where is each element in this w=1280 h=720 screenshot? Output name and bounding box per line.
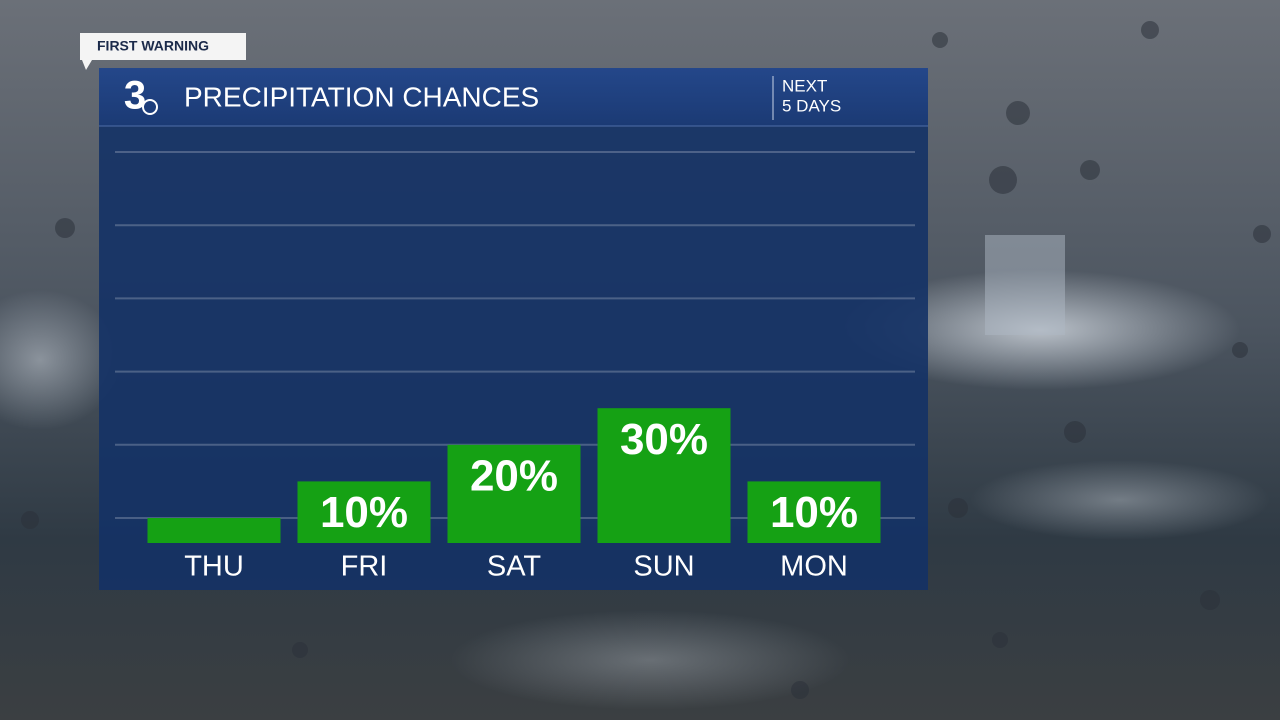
subtitle-line: 5 DAYS [782,96,841,115]
x-tick-label: MON [780,551,848,583]
value-label: 20% [470,451,558,500]
x-tick-label: SAT [487,551,542,583]
bar [597,408,731,543]
bar [297,481,431,543]
rain-drops [21,21,1271,699]
badge-text: FIRST WARNING [97,38,209,54]
logo-eye [142,99,158,115]
value-label: 10% [770,488,858,537]
bar [447,444,581,543]
city-lights [0,235,1270,710]
bar [147,518,281,543]
bar [747,481,881,543]
title: PRECIPITATION CHANCES [184,81,539,112]
x-tick-label: SUN [633,551,694,583]
logo: 3 [124,74,146,118]
x-tick-label: THU [184,551,244,583]
value-label: 10% [320,488,408,537]
subtitle-line: NEXT [782,76,827,95]
value-label: 30% [620,415,708,464]
panel-header [99,68,928,126]
x-tick-label: FRI [341,551,388,583]
badge: FIRST WARNING [80,33,246,70]
plot: THU 10% FRI 20% SAT 30% SUN 10% MON [115,151,915,583]
